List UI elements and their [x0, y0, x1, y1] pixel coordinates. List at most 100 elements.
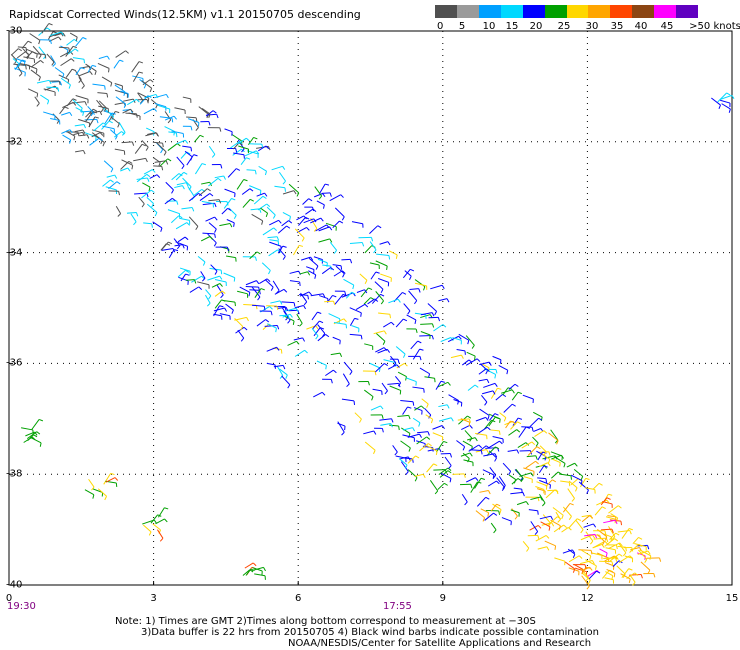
wind-barb: [479, 490, 491, 495]
wind-barb: [167, 143, 181, 151]
wind-barb: [242, 256, 257, 261]
wind-barb: [142, 519, 157, 525]
colorbar-segment: [654, 5, 677, 18]
wind-barb: [65, 130, 76, 141]
wind-barb: [414, 282, 428, 290]
wind-barb: [420, 331, 431, 340]
wind-barb: [92, 83, 106, 90]
wind-barb: [225, 303, 234, 314]
wind-barb: [518, 426, 530, 438]
wind-barb: [392, 445, 398, 456]
wind-barb: [440, 453, 453, 458]
wind-barb: [214, 175, 226, 180]
wind-barb: [548, 432, 559, 445]
wind-barb: [197, 281, 210, 289]
wind-barb: [610, 513, 619, 522]
wind-barb: [435, 380, 445, 390]
wind-barb: [600, 497, 611, 506]
wind-barb: [396, 362, 408, 369]
wind-barb: [59, 106, 69, 115]
wind-barb: [114, 83, 123, 90]
wind-barb: [529, 524, 542, 531]
wind-barb: [208, 177, 222, 187]
wind-barb: [159, 116, 174, 123]
wind-barb: [137, 98, 149, 104]
colorbar-segment: [456, 5, 479, 18]
wind-barb: [377, 348, 391, 354]
wind-barb: [177, 269, 190, 278]
wind-barb: [427, 303, 438, 316]
wind-barb: [152, 141, 164, 148]
wind-barb: [400, 440, 411, 452]
colorbar-label: >50 knots: [689, 21, 740, 32]
wind-barb: [281, 301, 296, 307]
wind-barb: [562, 502, 574, 513]
wind-barb: [227, 168, 241, 178]
wind-barb: [226, 147, 238, 153]
wind-barb: [453, 399, 463, 407]
wind-barb: [332, 336, 341, 345]
wind-barb: [437, 381, 451, 388]
wind-barb: [74, 129, 86, 134]
wind-barb: [312, 320, 324, 330]
wind-barb: [136, 177, 150, 182]
colorbar-segment: [544, 5, 567, 18]
wind-barb: [179, 267, 191, 276]
wind-barb: [165, 181, 174, 194]
wind-barb: [97, 62, 110, 73]
wind-barb: [301, 256, 314, 261]
wind-barb: [69, 32, 78, 42]
wind-barb: [157, 529, 164, 542]
wind-barb: [103, 160, 114, 173]
time-label-mid: 17:55: [383, 601, 412, 612]
wind-barb: [239, 286, 251, 297]
wind-barb: [62, 134, 72, 144]
wind-barb: [540, 521, 551, 531]
wind-barb: [460, 483, 473, 489]
wind-barb: [568, 518, 581, 529]
wind-barb: [245, 280, 260, 286]
wind-barb: [521, 426, 534, 432]
wind-barb: [512, 417, 523, 426]
colorbar-segment: [500, 5, 523, 18]
wind-barb: [578, 481, 589, 494]
wind-barb: [194, 163, 206, 175]
wind-barb: [13, 63, 27, 70]
wind-barb: [605, 547, 617, 554]
wind-barb: [585, 559, 597, 570]
wind-barb: [430, 284, 445, 290]
wind-barb: [210, 264, 218, 275]
wind-barb: [199, 193, 214, 201]
wind-barb: [620, 573, 631, 583]
wind-barb: [61, 129, 73, 134]
wind-barb: [29, 33, 41, 45]
wind-barb: [223, 272, 236, 282]
wind-barb: [98, 105, 109, 113]
wind-barb: [397, 371, 407, 381]
wind-barb: [383, 321, 395, 328]
wind-barb: [142, 524, 152, 536]
wind-barb: [462, 440, 473, 451]
wind-barb: [561, 527, 572, 533]
wind-barb: [370, 414, 384, 419]
wind-barb: [306, 266, 315, 274]
wind-barb: [475, 416, 489, 422]
wind-barb: [609, 532, 620, 540]
wind-barb: [152, 221, 163, 232]
wind-barb: [208, 199, 222, 204]
wind-barb: [101, 120, 113, 130]
wind-barb: [260, 207, 269, 218]
wind-barb: [604, 538, 619, 547]
wind-barb: [490, 522, 497, 534]
wind-barb: [281, 375, 291, 389]
wind-barb: [461, 493, 468, 506]
wind-barb: [551, 454, 565, 460]
wind-barb: [322, 378, 333, 384]
wind-barb: [448, 394, 460, 405]
x-tick-label: 12: [581, 593, 594, 604]
wind-barb: [256, 319, 270, 327]
wind-barb: [244, 562, 257, 569]
wind-barb: [299, 271, 311, 276]
wind-barb: [539, 515, 554, 520]
wind-barb: [525, 460, 539, 469]
